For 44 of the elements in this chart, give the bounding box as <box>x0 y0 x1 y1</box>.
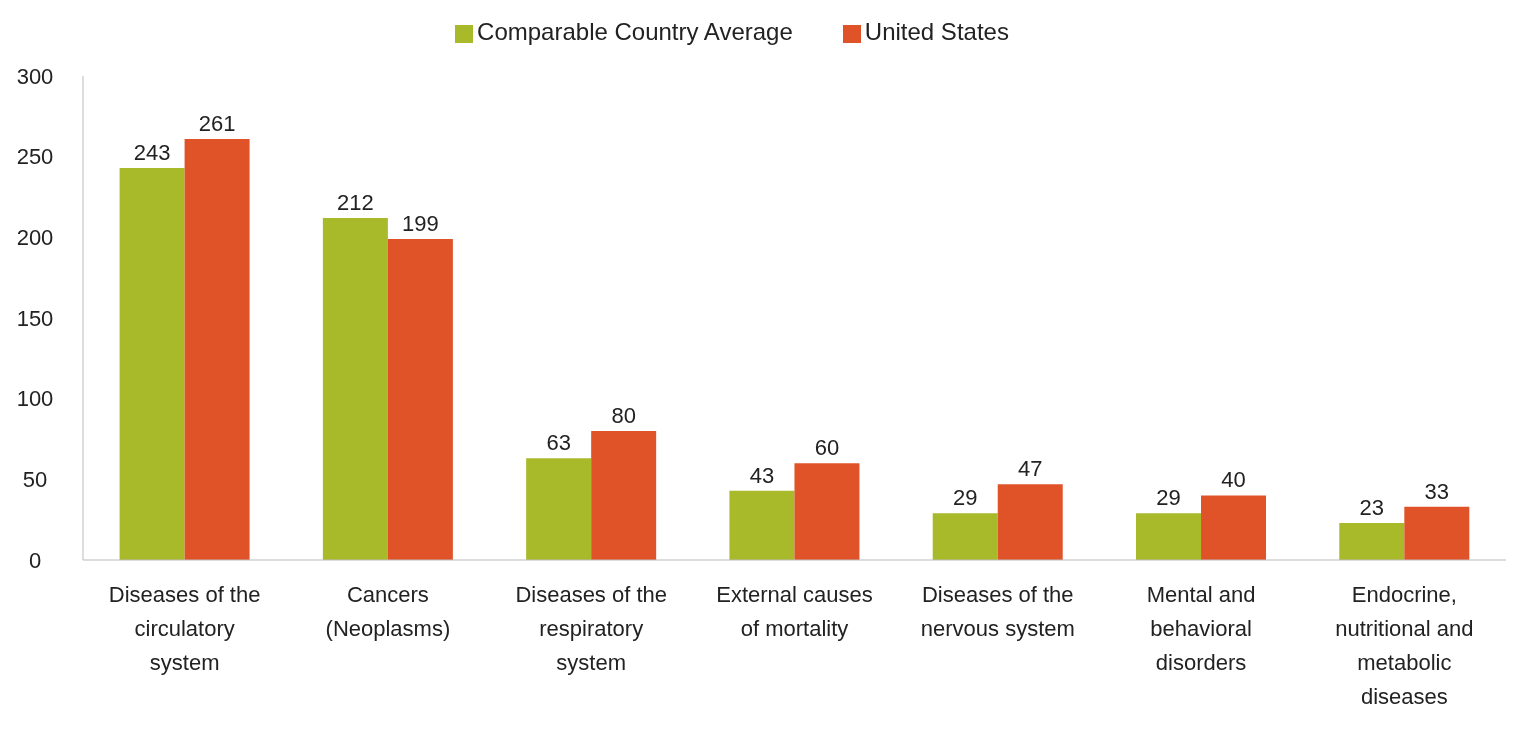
bar <box>591 430 657 560</box>
data-label: 29 <box>1156 485 1181 511</box>
data-label: 33 <box>1424 478 1450 504</box>
bar <box>729 490 795 560</box>
y-tick-label: 50 <box>22 467 48 493</box>
data-label: 261 <box>198 110 236 136</box>
data-label: 243 <box>133 139 171 165</box>
bar <box>1136 513 1202 560</box>
data-label: 43 <box>749 462 775 488</box>
bar <box>387 238 453 560</box>
legend-label: Comparable Country Average <box>477 18 793 45</box>
y-tick-label: 250 <box>16 144 54 170</box>
data-label: 212 <box>337 189 374 215</box>
data-label: 60 <box>814 435 840 461</box>
bar <box>322 217 388 560</box>
x-tick-label: Mental and behavioral disorders <box>1146 582 1256 675</box>
y-tick-label: 200 <box>16 225 54 251</box>
data-label: 63 <box>546 430 571 456</box>
data-label: 29 <box>952 485 978 511</box>
data-label: 23 <box>1359 494 1385 520</box>
data-label: 199 <box>402 210 439 236</box>
y-tick-label: 150 <box>16 305 54 331</box>
bar <box>119 167 185 560</box>
bar <box>526 458 592 560</box>
bar <box>997 484 1063 560</box>
x-tick-label: Endocrine, nutritional and metabolic diseases <box>1335 582 1474 709</box>
y-tick-label: 100 <box>16 386 54 412</box>
data-label: 40 <box>1221 467 1246 493</box>
bar <box>932 513 998 560</box>
y-tick-label: 300 <box>16 63 54 89</box>
bar <box>184 138 250 560</box>
data-label: 80 <box>611 402 636 428</box>
bar <box>1201 495 1267 560</box>
bar <box>794 463 860 560</box>
legend-label: United States <box>864 18 1009 45</box>
data-label: 47 <box>1017 456 1043 482</box>
x-tick-label: Diseases of the respiratory system <box>515 582 668 675</box>
bar <box>1404 506 1470 560</box>
y-tick-label: 0 <box>28 547 42 573</box>
x-tick-label: External causes of mortality <box>716 582 873 641</box>
bar <box>1339 522 1405 560</box>
x-tick-label: Cancers (Neoplasms) <box>325 582 451 641</box>
x-tick-label: Diseases of the nervous system <box>920 582 1075 641</box>
x-tick-label: Diseases of the circulatory system <box>108 582 261 675</box>
